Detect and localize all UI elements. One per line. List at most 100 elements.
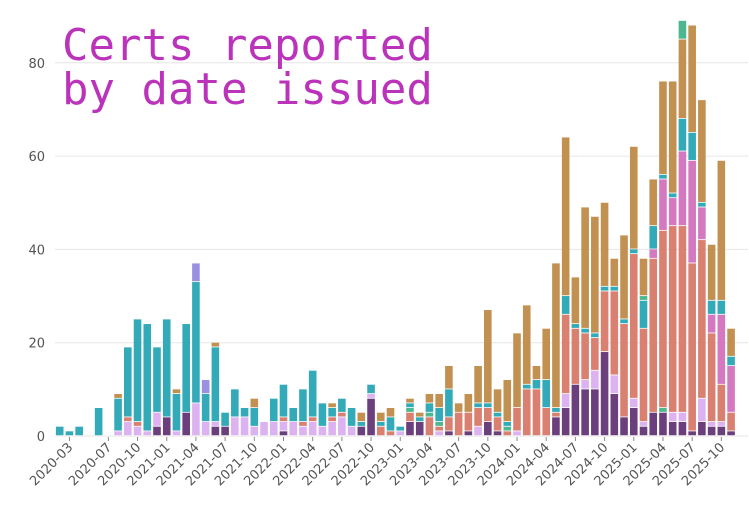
bar-segment bbox=[124, 422, 132, 436]
bar-segment bbox=[561, 296, 570, 314]
bar-segment bbox=[639, 426, 648, 436]
bar-segment bbox=[328, 403, 336, 408]
bar-segment bbox=[629, 249, 638, 254]
bar-segment bbox=[464, 412, 473, 431]
bar-segment bbox=[328, 417, 336, 422]
bar-segment bbox=[707, 314, 716, 333]
bar-segment bbox=[532, 366, 541, 380]
bar-segment bbox=[503, 426, 512, 431]
bar-segment bbox=[503, 431, 512, 436]
bar-segment bbox=[493, 417, 502, 431]
bar-segment bbox=[201, 422, 210, 436]
bar-segment bbox=[367, 384, 375, 394]
bar-segment bbox=[668, 198, 677, 226]
bar-segment bbox=[727, 356, 735, 366]
bar-segment bbox=[542, 408, 550, 436]
bar-segment bbox=[552, 263, 560, 408]
bar-segment bbox=[522, 384, 531, 389]
bar-segment bbox=[571, 324, 580, 328]
bar-segment bbox=[201, 394, 210, 422]
bar-segment bbox=[727, 412, 735, 431]
bar-segment bbox=[338, 417, 346, 436]
bar-segment bbox=[620, 235, 628, 319]
bar-segment bbox=[347, 408, 356, 426]
bar-segment bbox=[211, 422, 220, 426]
bar-segment bbox=[678, 20, 687, 39]
bar-segment bbox=[503, 422, 512, 426]
bar-segment bbox=[133, 426, 142, 436]
bar-segment bbox=[162, 319, 171, 417]
y-axis: 0 20 40 60 80 bbox=[28, 57, 45, 445]
bar-segment bbox=[192, 403, 200, 436]
bar-segment bbox=[221, 426, 229, 436]
bar-segment bbox=[581, 380, 589, 389]
bar-segment bbox=[717, 426, 726, 436]
bar-segment bbox=[114, 431, 122, 436]
bar-segment bbox=[484, 408, 492, 422]
bar-segment bbox=[435, 431, 443, 436]
bar-segment bbox=[659, 81, 667, 174]
bar-segment bbox=[678, 412, 687, 422]
bar-segment bbox=[260, 422, 268, 436]
bar-segment bbox=[250, 398, 259, 408]
bar-segment bbox=[698, 398, 706, 422]
bar-segment bbox=[269, 398, 278, 422]
bar-segment bbox=[347, 426, 356, 436]
bar-segment bbox=[717, 160, 726, 300]
y-tick-label: 60 bbox=[28, 150, 45, 165]
bar-segment bbox=[143, 431, 152, 436]
bar-segment bbox=[600, 291, 609, 352]
bar-segment bbox=[581, 333, 589, 380]
bar-segment bbox=[153, 412, 161, 426]
bar-segment bbox=[591, 389, 599, 436]
bar-segment bbox=[386, 417, 395, 431]
bar-segment bbox=[649, 179, 658, 226]
bar-segment bbox=[707, 300, 716, 314]
bar-segment bbox=[717, 384, 726, 422]
bar-segment bbox=[698, 202, 706, 207]
chart-title-line-1: Certs reported bbox=[62, 20, 433, 71]
bar-segment bbox=[143, 324, 152, 431]
bar-segment bbox=[688, 25, 696, 132]
bar-segment bbox=[561, 408, 570, 436]
bar-segment bbox=[581, 328, 589, 333]
bar-segment bbox=[698, 100, 706, 202]
bar-segment bbox=[561, 137, 570, 296]
bar-segment bbox=[484, 422, 492, 436]
bar-segment bbox=[406, 408, 414, 412]
bar-segment bbox=[367, 394, 375, 398]
bar-segment bbox=[250, 408, 259, 426]
bar-segment bbox=[474, 403, 482, 408]
bar-segment bbox=[591, 338, 599, 370]
bar-segment bbox=[707, 333, 716, 422]
bar-segment bbox=[231, 389, 239, 417]
bar-segment bbox=[338, 398, 346, 412]
bar-segment bbox=[532, 389, 541, 436]
bar-segment bbox=[659, 408, 667, 412]
bar-segment bbox=[192, 263, 200, 282]
bar-segment bbox=[192, 282, 200, 403]
bar-segment bbox=[454, 412, 463, 436]
bar-segment bbox=[707, 422, 716, 426]
bar-segment bbox=[649, 258, 658, 412]
bar-segment bbox=[406, 398, 414, 403]
bar-segment bbox=[659, 412, 667, 436]
bar-segment bbox=[649, 249, 658, 258]
bar-segment bbox=[172, 431, 181, 436]
bar-segment bbox=[513, 333, 521, 408]
bar-segment bbox=[250, 426, 259, 436]
bar-segment bbox=[474, 426, 482, 436]
bar-segment bbox=[289, 422, 298, 436]
bar-segment bbox=[221, 412, 229, 426]
bar-segment bbox=[600, 352, 609, 436]
bar-segment bbox=[367, 398, 375, 436]
bar-segment bbox=[133, 422, 142, 426]
bar-segment bbox=[474, 366, 482, 403]
bar-segment bbox=[94, 408, 103, 436]
bar-segment bbox=[406, 412, 414, 422]
bar-segment bbox=[717, 422, 726, 426]
bar-segment bbox=[279, 431, 288, 436]
bar-segment bbox=[581, 389, 589, 436]
bar-segment bbox=[425, 403, 434, 412]
